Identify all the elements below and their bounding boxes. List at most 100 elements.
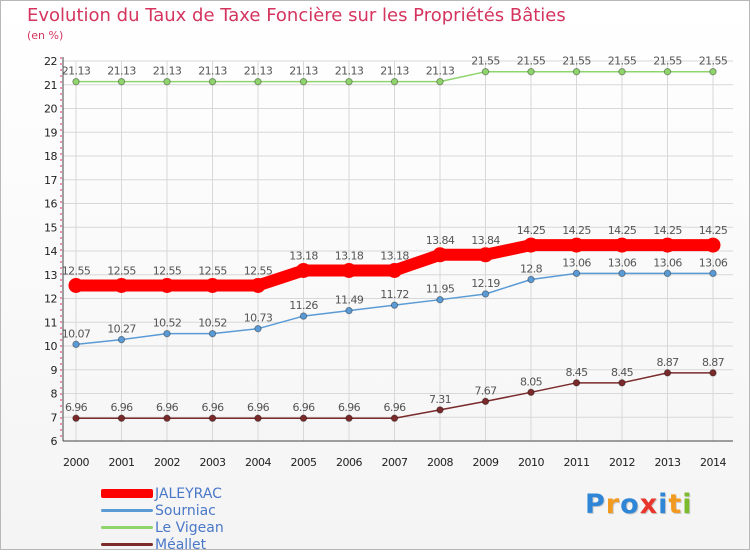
data-point <box>117 77 126 86</box>
legend-swatch <box>101 526 153 529</box>
legend-item: Le Vigean <box>101 519 224 536</box>
y-tick-label: 16 <box>44 198 57 211</box>
data-label: 14.25 <box>608 224 637 237</box>
data-point <box>159 277 175 293</box>
data-point <box>163 329 171 338</box>
y-tick-label: 19 <box>44 126 57 139</box>
data-label: 14.25 <box>699 224 728 237</box>
data-point <box>387 262 402 278</box>
x-tick-label: 2006 <box>336 456 362 469</box>
y-tick-label: 17 <box>44 174 57 187</box>
x-tick-label: 2007 <box>382 456 408 469</box>
x-tick-label: 2005 <box>291 456 317 469</box>
x-tick-label: 2001 <box>109 456 135 469</box>
y-tick-label: 12 <box>44 293 57 306</box>
data-point <box>572 269 581 278</box>
legend-label: Sourniac <box>155 502 216 519</box>
data-point <box>345 77 353 86</box>
data-point <box>523 237 539 253</box>
y-tick-label: 15 <box>44 221 57 234</box>
data-point <box>72 340 80 349</box>
data-label: 6.96 <box>383 401 406 414</box>
data-label: 6.96 <box>65 401 88 414</box>
data-point <box>705 237 721 253</box>
data-point <box>709 369 717 377</box>
data-label: 21.55 <box>517 55 546 68</box>
proxiti-logo: Proxiti <box>585 489 693 520</box>
x-tick-label: 2004 <box>245 456 271 469</box>
logo-letter: i <box>682 489 693 520</box>
data-label: 6.96 <box>110 401 133 414</box>
data-label: 21.55 <box>471 55 500 68</box>
x-tick-label: 2014 <box>700 456 726 469</box>
data-label: 13.06 <box>653 256 682 269</box>
legend-swatch <box>101 509 153 512</box>
chart-unit: (en %) <box>27 29 64 42</box>
legend-item: Sourniac <box>101 502 224 519</box>
y-tick-label: 9 <box>51 364 58 377</box>
data-point <box>569 237 584 253</box>
data-point <box>527 388 535 397</box>
data-point <box>390 414 399 422</box>
data-point <box>709 67 717 76</box>
data-point <box>72 414 80 422</box>
legend-label: Méallet <box>155 536 207 553</box>
data-point <box>481 290 490 298</box>
data-label: 11.95 <box>426 283 455 296</box>
data-label: 6.96 <box>156 401 179 414</box>
data-point <box>163 77 171 86</box>
data-point <box>481 67 490 76</box>
data-point <box>432 247 448 263</box>
data-label: 13.06 <box>562 256 591 269</box>
data-label: 13.84 <box>471 234 500 247</box>
data-label: 21.13 <box>62 65 91 78</box>
data-label: 21.13 <box>244 65 273 78</box>
data-point <box>117 335 126 344</box>
data-point <box>72 77 80 86</box>
data-point <box>254 414 262 422</box>
data-label: 13.18 <box>335 249 364 262</box>
y-tick-label: 11 <box>44 316 57 329</box>
data-point <box>163 414 171 422</box>
y-tick-label: 22 <box>44 55 57 68</box>
data-point <box>208 77 217 86</box>
data-point <box>117 414 126 422</box>
data-point <box>390 77 399 86</box>
chart-legend: JALEYRAC Sourniac Le Vigean Méallet <box>101 485 224 553</box>
data-label: 11.26 <box>289 299 318 312</box>
data-label: 6.96 <box>292 401 315 414</box>
data-label: 21.13 <box>289 65 318 78</box>
legend-swatch <box>101 489 153 498</box>
logo-letter: r <box>605 489 621 520</box>
data-point <box>345 306 353 315</box>
logo-letter: P <box>585 489 606 520</box>
data-label: 6.96 <box>247 401 270 414</box>
data-label: 8.45 <box>565 366 588 379</box>
y-tick-label: 21 <box>44 79 57 92</box>
data-point <box>618 269 626 278</box>
data-label: 7.67 <box>474 384 497 397</box>
logo-letter: i <box>658 489 669 520</box>
legend-item: JALEYRAC <box>101 485 224 502</box>
chart-title: Evolution du Taux de Taxe Foncière sur l… <box>27 5 566 26</box>
data-label: 6.96 <box>201 401 224 414</box>
y-tick-label: 8 <box>51 388 58 401</box>
data-label: 12.19 <box>471 277 500 290</box>
y-tick-label: 10 <box>44 340 57 353</box>
data-point <box>254 77 262 86</box>
y-tick-label: 14 <box>44 245 57 258</box>
x-tick-label: 2009 <box>473 456 499 469</box>
data-label: 21.13 <box>107 65 136 78</box>
data-label: 21.55 <box>608 55 637 68</box>
data-label: 21.55 <box>562 55 591 68</box>
data-point <box>527 67 535 76</box>
data-label: 10.27 <box>107 323 136 336</box>
data-point <box>250 277 266 293</box>
data-label: 13.84 <box>426 234 455 247</box>
data-point <box>254 324 262 333</box>
data-point <box>436 295 444 304</box>
data-label: 21.55 <box>653 55 682 68</box>
x-tick-label: 2002 <box>154 456 180 469</box>
data-label: 10.73 <box>244 312 273 325</box>
